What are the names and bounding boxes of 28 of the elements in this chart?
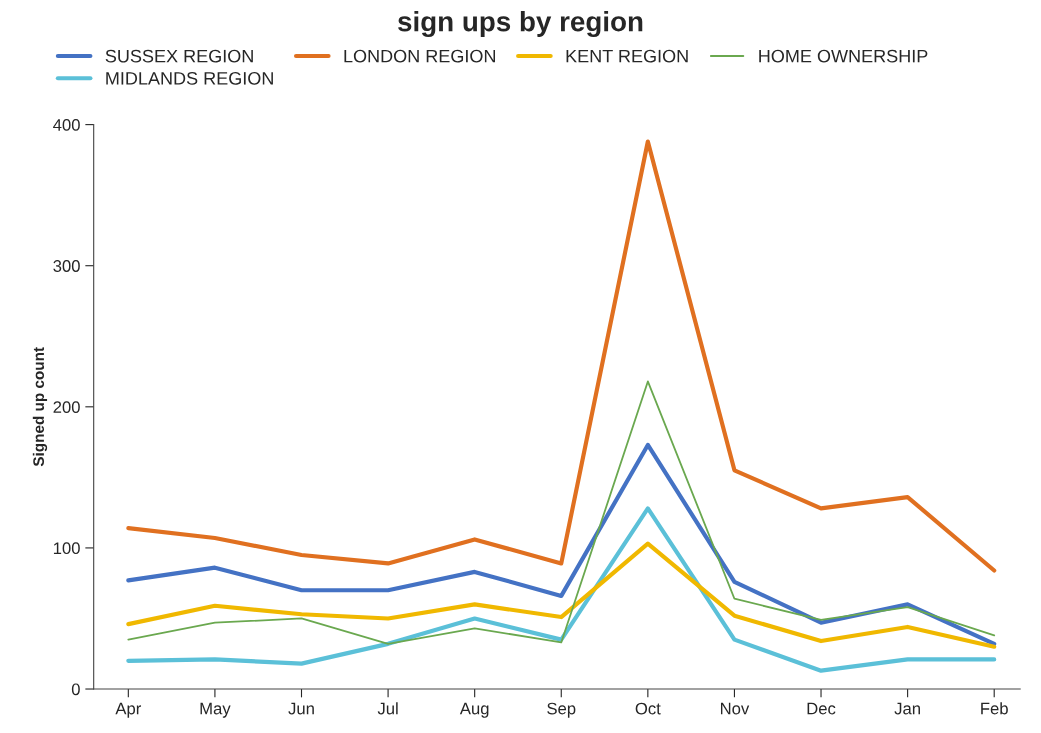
legend-label: MIDLANDS REGION <box>106 71 273 85</box>
x-tick-label: Aug <box>459 702 489 718</box>
legend-label: KENT REGION <box>566 49 688 63</box>
x-tick-label: Sep <box>547 702 576 718</box>
y-axis-title: Signed up count <box>32 347 48 467</box>
x-tick-label: Nov <box>720 702 750 715</box>
y-tick-label: 300 <box>53 260 80 272</box>
x-tick-label: Jul <box>377 702 398 715</box>
line-series <box>126 506 997 673</box>
y-tick-label: 200 <box>53 401 80 414</box>
line-series <box>127 380 996 645</box>
line-series <box>126 442 997 646</box>
x-tick-label: Dec <box>807 702 836 715</box>
legend-label: LONDON REGION <box>344 49 496 63</box>
x-tick-label: Jun <box>288 702 314 715</box>
x-tick-label: Jan <box>894 702 920 715</box>
y-tick-label: 0 <box>71 683 80 696</box>
chart-title: sign ups by region <box>398 11 643 38</box>
legend-label: SUSSEX REGION <box>105 49 253 63</box>
x-tick-label: May <box>200 702 231 718</box>
line-series <box>126 139 997 573</box>
x-tick-label: Oct <box>635 702 661 715</box>
legend-label: HOME OWNERSHIP <box>759 49 928 63</box>
x-tick-label: Feb <box>981 702 1008 715</box>
y-tick-label: 400 <box>53 119 80 131</box>
line-series <box>126 541 997 649</box>
y-tick-label: 100 <box>53 542 80 555</box>
x-tick-label: Apr <box>115 702 142 718</box>
